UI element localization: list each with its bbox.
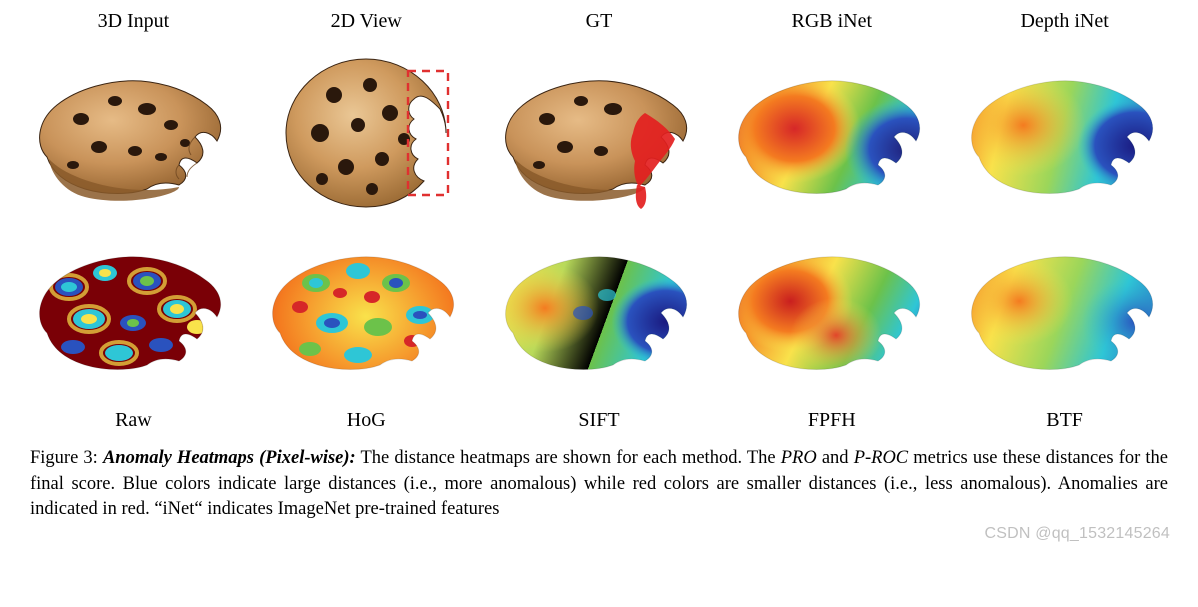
panel-sift: [495, 223, 703, 393]
caption-body-2: and: [817, 448, 854, 468]
caption-title: Anomaly Heatmaps (Pixel-wise):: [103, 448, 356, 468]
label-btf: BTF: [1046, 399, 1083, 436]
panel-btf: [961, 223, 1169, 393]
header-depth-inet: Depth iNet: [1020, 8, 1108, 41]
caption-metric-pro: PRO: [781, 448, 817, 468]
header-2d-view: 2D View: [331, 8, 402, 41]
panel-gt: [495, 47, 703, 217]
figure-grid: 3D Input 2D View GT RGB iNet Depth iNet: [28, 8, 1170, 436]
caption-prefix: Figure 3:: [30, 448, 103, 468]
panel-depth-inet: [961, 47, 1169, 217]
caption-body-1: The distance heatmaps are shown for each…: [356, 448, 781, 468]
watermark-text: CSDN @qq_1532145264: [28, 525, 1176, 543]
panel-hog: [262, 223, 470, 393]
panel-fpfh: [728, 223, 936, 393]
panel-3d-input: [29, 47, 237, 217]
label-sift: SIFT: [578, 399, 619, 436]
header-3d-input: 3D Input: [98, 8, 170, 41]
header-rgb-inet: RGB iNet: [792, 8, 873, 41]
header-gt: GT: [586, 8, 613, 41]
panel-raw: [29, 223, 237, 393]
figure-caption: Figure 3: Anomaly Heatmaps (Pixel-wise):…: [28, 446, 1170, 523]
panel-2d-view: [262, 47, 470, 217]
label-hog: HoG: [347, 399, 386, 436]
label-fpfh: FPFH: [808, 399, 856, 436]
label-raw: Raw: [115, 399, 152, 436]
caption-metric-proc: P-ROC: [854, 448, 908, 468]
panel-rgb-inet: [728, 47, 936, 217]
figure-3: 3D Input 2D View GT RGB iNet Depth iNet: [0, 0, 1198, 557]
